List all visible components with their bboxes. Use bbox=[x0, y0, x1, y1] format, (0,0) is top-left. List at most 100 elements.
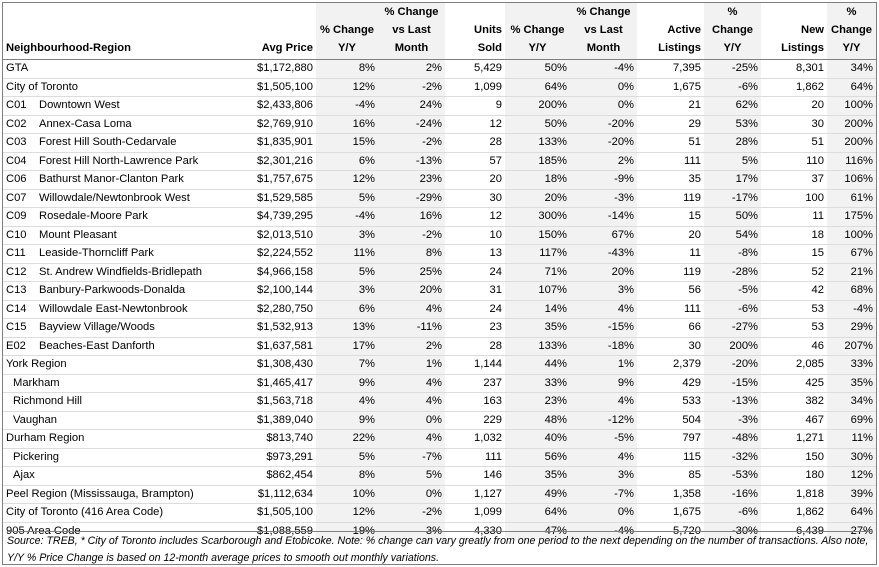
value-cell: $2,224,552 bbox=[241, 244, 316, 263]
region-name-cell: C03 Forest Hill South-Cedarvale bbox=[3, 133, 241, 152]
value-cell: 3% bbox=[570, 281, 637, 300]
region-name-cell: C01 Downtown West bbox=[3, 96, 241, 115]
value-cell: $1,637,581 bbox=[241, 336, 316, 356]
value-cell: 17% bbox=[316, 336, 378, 356]
value-cell: -28% bbox=[704, 262, 761, 282]
table-row: C10 Mount Pleasant $2,013,510 3% -2% 10 150% 67… bbox=[3, 225, 876, 245]
value-cell: 119 bbox=[637, 188, 704, 208]
region-name-cell: C14 Willowdale East-Newtonbrook bbox=[3, 299, 241, 319]
region-name-cell: Peel Region (Mississauga, Brampton) bbox=[3, 484, 241, 504]
district-code: C10 bbox=[6, 228, 27, 241]
district-code: C15 bbox=[6, 321, 27, 333]
value-cell: 33% bbox=[505, 373, 570, 393]
value-cell: 429 bbox=[637, 373, 704, 393]
value-cell: 4% bbox=[378, 299, 445, 319]
value-cell: 34% bbox=[827, 392, 876, 411]
district-code: C12 bbox=[6, 265, 27, 278]
value-cell: 467 bbox=[761, 410, 827, 430]
value-cell: -16% bbox=[704, 484, 761, 504]
value-cell: 13% bbox=[316, 318, 378, 337]
value-cell: 11 bbox=[761, 207, 827, 226]
value-cell: $1,465,417 bbox=[241, 373, 316, 393]
value-cell: 1% bbox=[378, 355, 445, 374]
table-row: C01 Downtown West $2,433,806 -4% 24% 9 200% 0% 2… bbox=[3, 96, 876, 115]
value-cell: $1,172,880 bbox=[241, 59, 316, 78]
value-cell: -15% bbox=[570, 318, 637, 337]
value-cell: 19% bbox=[316, 521, 378, 540]
district-code: C04 bbox=[6, 154, 27, 167]
region-name-cell: GTA bbox=[3, 59, 241, 78]
region-name: York Region bbox=[6, 358, 67, 370]
value-cell: 15 bbox=[637, 207, 704, 226]
value-cell: 533 bbox=[637, 392, 704, 411]
value-cell: 2,379 bbox=[637, 355, 704, 374]
value-cell: 116% bbox=[827, 151, 876, 171]
value-cell: 12% bbox=[316, 503, 378, 522]
value-cell: -29% bbox=[378, 188, 445, 208]
table-row: C09 Rosedale-Moore Park $4,739,295 -4% 16% 12… bbox=[3, 207, 876, 226]
value-cell: 42 bbox=[761, 281, 827, 300]
column-header: Active Listings bbox=[658, 24, 701, 54]
value-cell: 28 bbox=[445, 133, 505, 152]
value-cell: -7% bbox=[570, 484, 637, 504]
column-header: New Listings bbox=[781, 24, 824, 54]
region-name: Ajax bbox=[13, 469, 35, 481]
value-cell: 5% bbox=[378, 466, 445, 485]
value-cell: 10 bbox=[445, 225, 505, 245]
value-cell: -5% bbox=[570, 429, 637, 448]
value-cell: 8% bbox=[378, 244, 445, 263]
region-name-cell: Ajax bbox=[3, 466, 241, 485]
district-code: C03 bbox=[6, 136, 27, 148]
value-cell: 4% bbox=[378, 429, 445, 448]
region-name-cell: E02 Beaches-East Danforth bbox=[3, 336, 241, 356]
value-cell: $2,100,144 bbox=[241, 281, 316, 300]
value-cell: 49% bbox=[505, 484, 570, 504]
column-header: % Change vs Last Month bbox=[378, 3, 445, 60]
value-cell: 29% bbox=[827, 318, 876, 337]
value-cell: -18% bbox=[570, 336, 637, 356]
region-name-cell: Richmond Hill bbox=[3, 392, 241, 411]
column-header: % Change Y/Y bbox=[316, 3, 378, 60]
value-cell: 117% bbox=[505, 244, 570, 263]
region-name: 905 Area Code bbox=[6, 524, 81, 537]
value-cell: -4% bbox=[316, 96, 378, 115]
region-name: Vaughan bbox=[13, 413, 57, 426]
value-cell: 11 bbox=[637, 244, 704, 263]
value-cell: 0% bbox=[378, 410, 445, 430]
value-cell: -53% bbox=[704, 466, 761, 485]
region-name-cell: Markham bbox=[3, 373, 241, 393]
value-cell: -2% bbox=[378, 503, 445, 522]
value-cell: 24% bbox=[378, 96, 445, 115]
value-cell: 67% bbox=[570, 225, 637, 245]
value-cell: 85 bbox=[637, 466, 704, 485]
value-cell: 2% bbox=[378, 336, 445, 356]
value-cell: -6% bbox=[704, 299, 761, 319]
value-cell: 1,862 bbox=[761, 77, 827, 97]
region-name: Bathurst Manor-Clanton Park bbox=[39, 173, 184, 185]
table-row: C13 Banbury-Parkwoods-Donalda $2,100,144 3%… bbox=[3, 281, 876, 300]
region-name: Downtown West bbox=[39, 99, 120, 111]
value-cell: 11% bbox=[827, 429, 876, 448]
value-cell: -5% bbox=[704, 281, 761, 300]
region-name: Mount Pleasant bbox=[39, 228, 117, 241]
value-cell: $1,835,901 bbox=[241, 133, 316, 152]
table-row: Pickering $973,291 5% -7% 111 56% 4% 115 -32% 150… bbox=[3, 447, 876, 467]
value-cell: 64% bbox=[827, 503, 876, 522]
value-cell: 146 bbox=[445, 466, 505, 485]
district-code: C14 bbox=[6, 302, 27, 315]
value-cell: 0% bbox=[570, 96, 637, 115]
value-cell: 9 bbox=[445, 96, 505, 115]
value-cell: -8% bbox=[704, 244, 761, 263]
value-cell: 111 bbox=[637, 299, 704, 319]
value-cell: 25% bbox=[378, 262, 445, 282]
value-cell: 12% bbox=[316, 77, 378, 97]
value-cell: -43% bbox=[570, 244, 637, 263]
table-row: C12 St. Andrew Windfields-Bridlepath $4,96… bbox=[3, 262, 876, 282]
value-cell: 44% bbox=[505, 355, 570, 374]
value-cell: 54% bbox=[704, 225, 761, 245]
value-cell: 175% bbox=[827, 207, 876, 226]
value-cell: 15% bbox=[316, 133, 378, 152]
value-cell: -20% bbox=[570, 114, 637, 134]
value-cell: 50% bbox=[505, 59, 570, 78]
